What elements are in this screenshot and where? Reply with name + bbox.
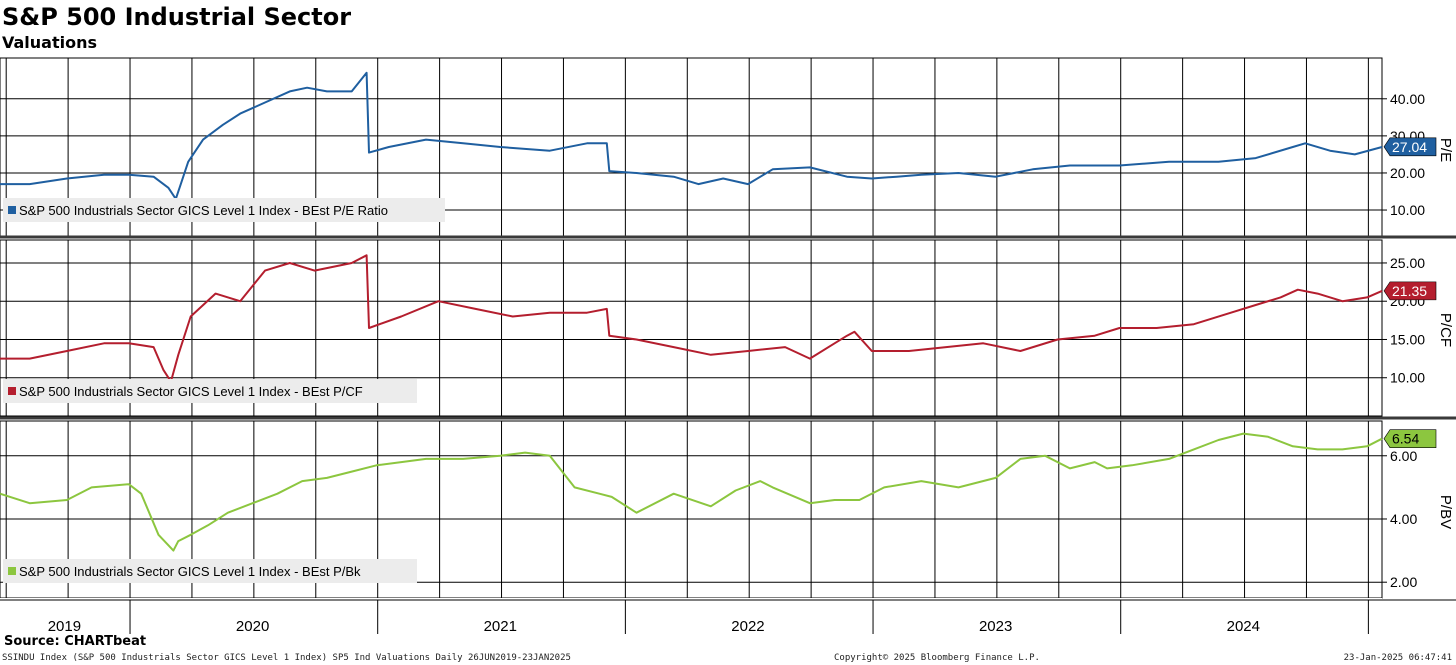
y-tick-label: 20.00 bbox=[1390, 165, 1425, 181]
y-tick-label: 25.00 bbox=[1390, 255, 1425, 271]
last-value-badge bbox=[1383, 281, 1437, 301]
legend-label: S&P 500 Industrials Sector GICS Level 1 … bbox=[19, 564, 361, 579]
last-value-label: 21.35 bbox=[1392, 283, 1427, 299]
year-label: 2019 bbox=[48, 618, 81, 635]
y-tick-label: 2.00 bbox=[1390, 574, 1417, 590]
year-label: 2023 bbox=[979, 618, 1012, 635]
y-tick-label: 4.00 bbox=[1390, 511, 1417, 527]
series-line-pcf bbox=[0, 254, 1383, 383]
legend-swatch bbox=[8, 387, 16, 395]
y-tick-label: 6.00 bbox=[1390, 448, 1417, 464]
y-tick-label: 40.00 bbox=[1390, 91, 1425, 107]
chart-title: S&P 500 Industrial Sector bbox=[2, 3, 352, 31]
footer-copyright: Copyright© 2025 Bloomberg Finance L.P. bbox=[834, 653, 1040, 663]
last-value-label: 27.04 bbox=[1392, 139, 1427, 155]
legend-label: S&P 500 Industrials Sector GICS Level 1 … bbox=[19, 384, 363, 399]
panel-pb: 2.00 4.00 6.006.54 P/BV S&P 500 Industrials … bbox=[0, 420, 1454, 599]
year-label: 2024 bbox=[1227, 618, 1260, 635]
last-value-badge bbox=[1383, 429, 1437, 448]
footer-ticker-info: SSINDU Index (S&P 500 Industrials Sector… bbox=[2, 653, 571, 663]
y-axis-label: P/BV bbox=[1437, 495, 1454, 529]
y-tick-label: 15.00 bbox=[1390, 331, 1425, 347]
legend-background bbox=[3, 559, 417, 583]
footer-timestamp: 23-Jan-2025 06:47:41 bbox=[1343, 653, 1452, 663]
y-tick-label: 10.00 bbox=[1390, 370, 1425, 386]
legend-swatch bbox=[8, 206, 16, 214]
y-axis-label: P/E bbox=[1437, 138, 1454, 162]
legend-swatch bbox=[8, 567, 16, 575]
year-label: 2020 bbox=[236, 618, 269, 635]
x-axis-band bbox=[0, 598, 1382, 634]
last-value-badge bbox=[1383, 137, 1437, 157]
y-axis-label: P/CF bbox=[1437, 313, 1454, 347]
source-label: Source: CHARTbeat bbox=[4, 634, 147, 649]
legend-label: S&P 500 Industrials Sector GICS Level 1 … bbox=[19, 203, 388, 218]
legend: S&P 500 Industrials Sector GICS Level 1 … bbox=[3, 198, 445, 222]
legend-background bbox=[3, 379, 417, 403]
series-line-pb bbox=[0, 432, 1383, 552]
legend-background bbox=[3, 198, 445, 222]
legend: S&P 500 Industrials Sector GICS Level 1 … bbox=[3, 559, 417, 583]
last-value-label: 6.54 bbox=[1392, 431, 1419, 447]
x-axis: 2019 2020 2021 2022 2023 2024 bbox=[0, 598, 1456, 635]
year-label: 2022 bbox=[731, 618, 764, 635]
series-line-pe bbox=[0, 71, 1383, 200]
legend: S&P 500 Industrials Sector GICS Level 1 … bbox=[3, 379, 417, 403]
chart-subtitle: Valuations bbox=[2, 33, 98, 52]
y-tick-label: 10.00 bbox=[1390, 202, 1425, 218]
year-label: 2021 bbox=[484, 618, 517, 635]
